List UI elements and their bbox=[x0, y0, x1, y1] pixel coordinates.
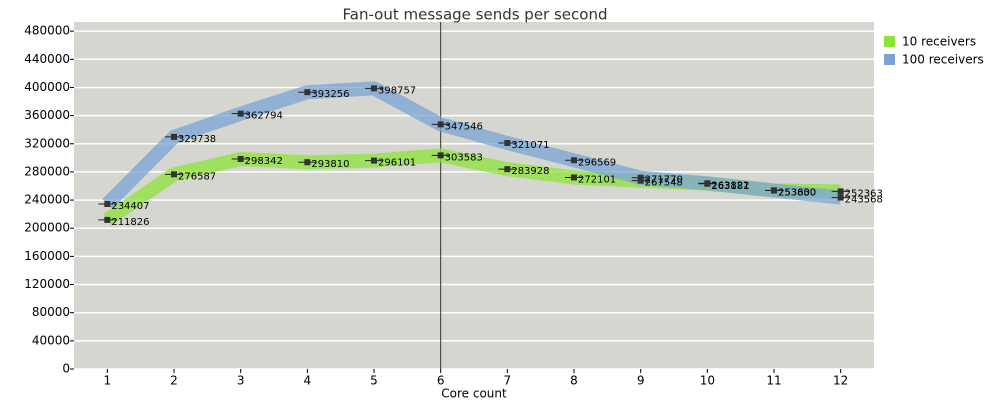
data-label: 298342 bbox=[245, 156, 283, 167]
point bbox=[237, 110, 244, 117]
y-tick-label: 360000 bbox=[24, 108, 70, 122]
x-tick-label: 2 bbox=[170, 374, 178, 388]
series-band bbox=[102, 81, 842, 209]
data-label: 329738 bbox=[178, 134, 216, 145]
x-axis-label: Core count bbox=[441, 387, 507, 401]
y-tick-label: 120000 bbox=[24, 277, 70, 291]
y-tick-label: 40000 bbox=[32, 333, 70, 347]
point bbox=[637, 174, 644, 181]
y-tick-label: 0 bbox=[62, 362, 70, 376]
x-tick-label: 12 bbox=[833, 374, 848, 388]
point bbox=[437, 152, 444, 159]
point bbox=[237, 156, 244, 163]
data-label: 321071 bbox=[511, 140, 549, 151]
data-label: 234407 bbox=[111, 201, 149, 212]
legend-label: 10 receivers bbox=[902, 35, 976, 49]
legend-swatch bbox=[884, 36, 895, 47]
data-label: 276587 bbox=[178, 171, 216, 182]
y-tick-label: 160000 bbox=[24, 249, 70, 263]
point bbox=[837, 188, 844, 195]
point bbox=[104, 201, 111, 208]
x-tick-label: 4 bbox=[304, 374, 312, 388]
y-tick-label: 400000 bbox=[24, 80, 70, 94]
plot-area bbox=[74, 22, 874, 369]
data-label: 393256 bbox=[311, 89, 349, 100]
point bbox=[171, 133, 177, 140]
data-label: 253830 bbox=[778, 187, 816, 198]
x-tick-label: 5 bbox=[370, 374, 378, 388]
data-label: 243568 bbox=[845, 195, 883, 206]
point bbox=[771, 187, 777, 194]
point bbox=[504, 140, 511, 147]
data-label: 263822 bbox=[711, 180, 749, 191]
x-tick-label: 10 bbox=[700, 374, 715, 388]
point bbox=[304, 159, 311, 166]
data-label: 296569 bbox=[578, 157, 616, 168]
y-tick-label: 320000 bbox=[24, 136, 70, 150]
data-label: 263181 bbox=[711, 181, 749, 192]
y-tick-label: 440000 bbox=[24, 52, 70, 66]
data-label: 303583 bbox=[445, 152, 483, 163]
legend-swatch bbox=[884, 54, 895, 65]
x-tick-label: 8 bbox=[570, 374, 578, 388]
y-tick-label: 280000 bbox=[24, 164, 70, 178]
x-tick-label: 9 bbox=[637, 374, 645, 388]
point bbox=[104, 216, 111, 223]
point bbox=[571, 157, 577, 164]
legend-label: 100 receivers bbox=[902, 53, 984, 67]
x-tick-label: 1 bbox=[104, 374, 112, 388]
y-tick-label: 480000 bbox=[24, 24, 70, 38]
data-label: 253600 bbox=[778, 188, 816, 199]
data-label: 296101 bbox=[378, 158, 416, 169]
y-tick-label: 240000 bbox=[24, 193, 70, 207]
y-tick-label: 200000 bbox=[24, 221, 70, 235]
data-label: 211826 bbox=[111, 217, 149, 228]
point bbox=[837, 194, 844, 201]
data-label: 271770 bbox=[645, 175, 683, 186]
chart-title: Fan-out message sends per second bbox=[343, 6, 608, 24]
point bbox=[304, 89, 311, 96]
x-tick-label: 6 bbox=[437, 374, 445, 388]
data-label: 362794 bbox=[245, 111, 283, 122]
data-label: 252363 bbox=[845, 188, 883, 199]
point bbox=[171, 171, 177, 178]
point bbox=[704, 180, 711, 187]
x-tick-label: 11 bbox=[766, 374, 781, 388]
data-label: 267548 bbox=[645, 178, 683, 189]
x-tick-label: 7 bbox=[504, 374, 512, 388]
point bbox=[437, 121, 444, 128]
point bbox=[371, 157, 377, 164]
y-tick-label: 80000 bbox=[32, 305, 70, 319]
data-label: 347546 bbox=[445, 121, 483, 132]
data-label: 293810 bbox=[311, 159, 349, 170]
data-label: 398757 bbox=[378, 85, 416, 96]
point bbox=[504, 166, 511, 173]
data-label: 283928 bbox=[511, 166, 549, 177]
data-label: 272101 bbox=[578, 174, 616, 185]
point bbox=[571, 174, 577, 181]
x-tick-label: 3 bbox=[237, 374, 245, 388]
point bbox=[371, 85, 377, 92]
